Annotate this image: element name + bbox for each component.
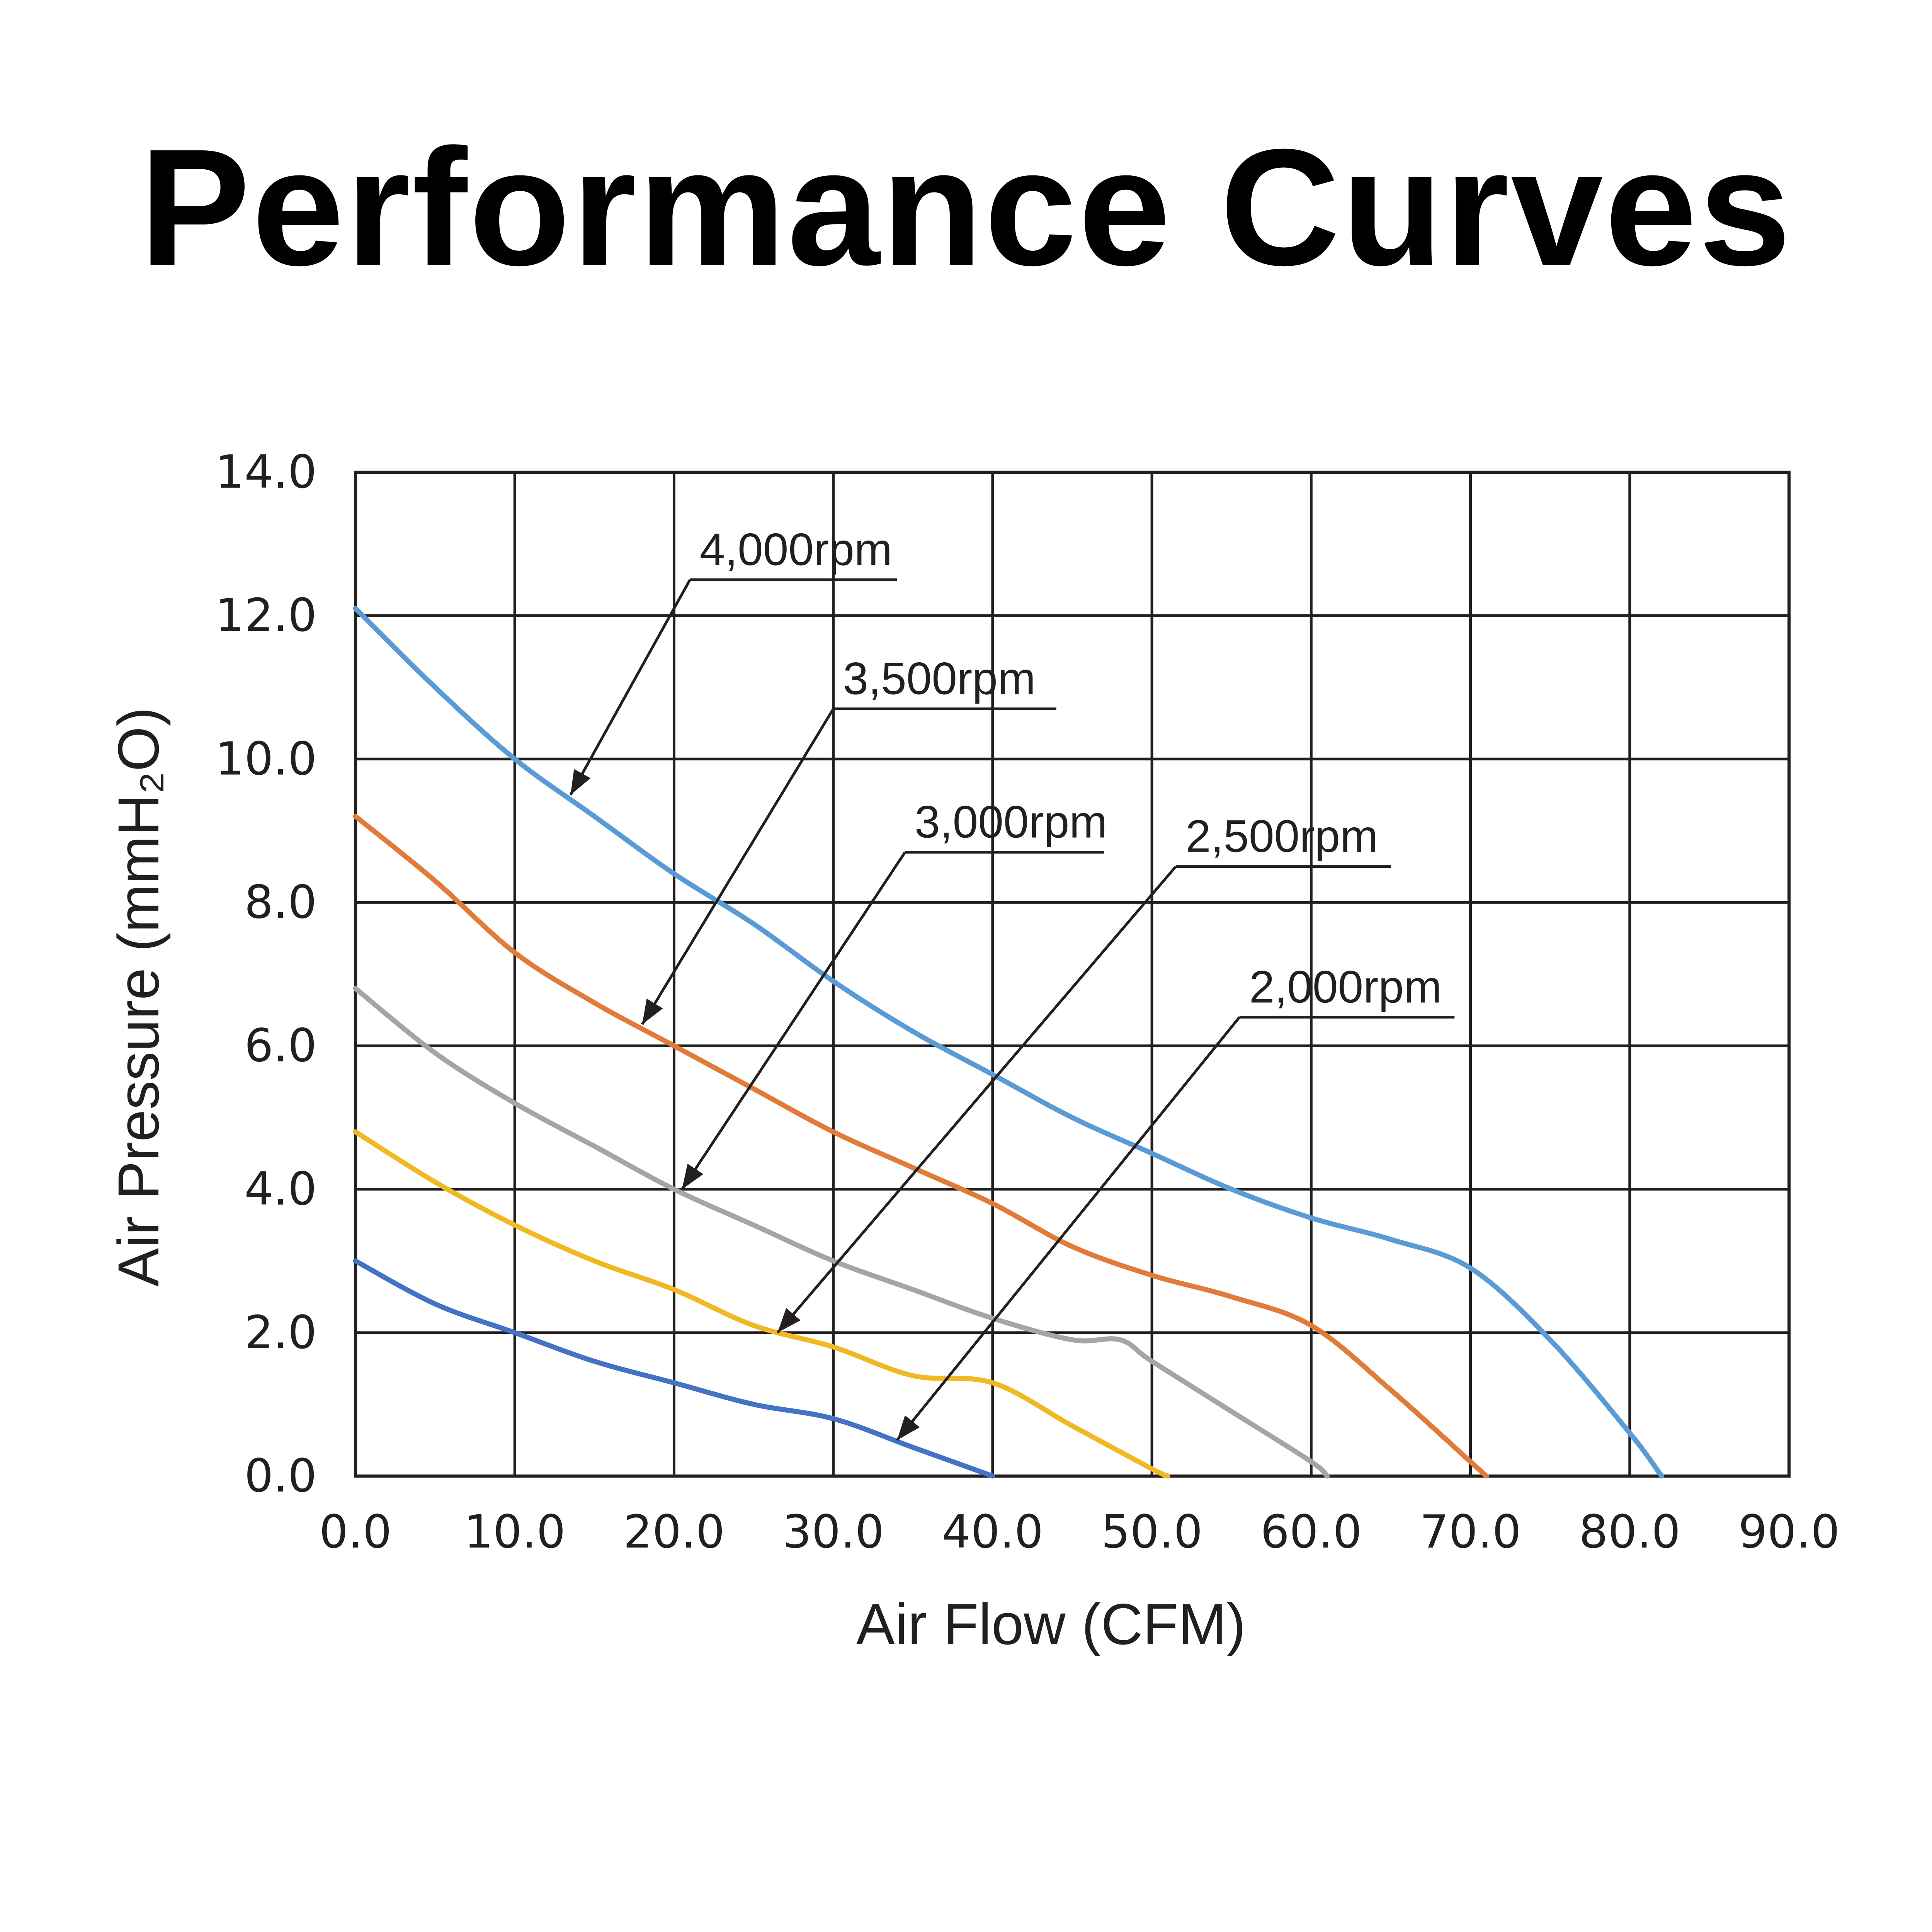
y-tick-label-5: 10.0 bbox=[215, 732, 317, 785]
callout-label-0: 4,000rpm bbox=[700, 524, 893, 575]
series-line-1 bbox=[353, 814, 1489, 1479]
x-tick-label-8: 80.0 bbox=[1579, 1505, 1680, 1558]
callout-arrow-1 bbox=[641, 708, 835, 1025]
y-tick-label-2: 4.0 bbox=[244, 1162, 317, 1216]
x-tick-label-4: 40.0 bbox=[942, 1505, 1044, 1558]
y-tick-label-3: 6.0 bbox=[244, 1019, 317, 1072]
chart-title: Performance Curves bbox=[139, 115, 1793, 300]
x-tick-label-2: 20.0 bbox=[623, 1505, 725, 1558]
series-line-2 bbox=[353, 986, 1330, 1479]
callout-arrow-4 bbox=[896, 1016, 1241, 1441]
x-tick-label-1: 10.0 bbox=[464, 1505, 566, 1558]
x-axis-title: Air Flow (CFM) bbox=[856, 1592, 1246, 1656]
callout-arrow-2 bbox=[681, 851, 906, 1190]
tick-labels: 0.0 10.0 20.0 30.0 40.0 50.0 60.0 70.0 80.0 90.0 0… bbox=[215, 445, 1840, 1558]
callout-label-3: 2,500rpm bbox=[1185, 811, 1378, 862]
callout-label-4: 2,000rpm bbox=[1249, 961, 1442, 1012]
y-tick-label-6: 12.0 bbox=[215, 588, 317, 642]
y-tick-label-1: 2.0 bbox=[244, 1306, 317, 1359]
callout-arrow-3 bbox=[776, 866, 1177, 1334]
y-tick-label-0: 0.0 bbox=[244, 1449, 317, 1502]
series-line-3 bbox=[353, 1129, 1170, 1479]
y-tick-label-4: 8.0 bbox=[244, 875, 317, 929]
series-line-4 bbox=[353, 1258, 995, 1479]
grid bbox=[354, 471, 1791, 1478]
series-line-0 bbox=[353, 606, 1664, 1479]
plot-frame bbox=[354, 471, 1791, 1478]
x-tick-label-5: 50.0 bbox=[1101, 1505, 1203, 1558]
y-axis-title: Air Pressure (mmH₂O) bbox=[106, 707, 171, 1287]
x-tick-label-9: 90.0 bbox=[1738, 1505, 1840, 1558]
x-tick-label-6: 60.0 bbox=[1260, 1505, 1362, 1558]
series-lines bbox=[353, 606, 1664, 1479]
x-tick-label-7: 70.0 bbox=[1420, 1505, 1521, 1558]
callout-label-2: 3,000rpm bbox=[915, 797, 1107, 848]
callout-arrow-0 bbox=[569, 579, 691, 796]
x-tick-label-3: 30.0 bbox=[782, 1505, 884, 1558]
callout-label-1: 3,500rpm bbox=[843, 653, 1036, 704]
x-tick-label-0: 0.0 bbox=[319, 1505, 392, 1558]
y-tick-label-7: 14.0 bbox=[215, 445, 317, 498]
callouts: 4,000rpm 3,500rpm 3,000rpm 2,500rpm 2,000rpm bbox=[569, 524, 1455, 1441]
